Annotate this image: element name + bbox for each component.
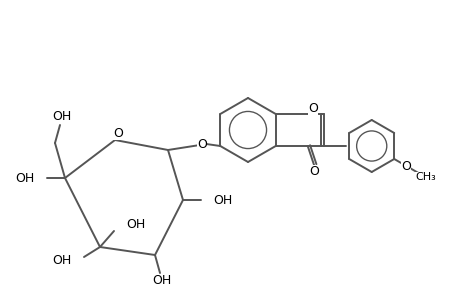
Text: O: O xyxy=(401,160,410,172)
Text: O: O xyxy=(308,166,318,178)
Text: O: O xyxy=(197,137,207,151)
Text: CH₃: CH₃ xyxy=(414,172,435,182)
Text: OH: OH xyxy=(52,110,72,122)
Text: OH: OH xyxy=(53,254,72,268)
Text: O: O xyxy=(113,127,123,140)
Text: OH: OH xyxy=(152,274,171,287)
Text: OH: OH xyxy=(16,172,35,184)
Text: OH: OH xyxy=(213,194,232,206)
Text: O: O xyxy=(307,101,317,115)
Text: OH: OH xyxy=(126,218,145,232)
